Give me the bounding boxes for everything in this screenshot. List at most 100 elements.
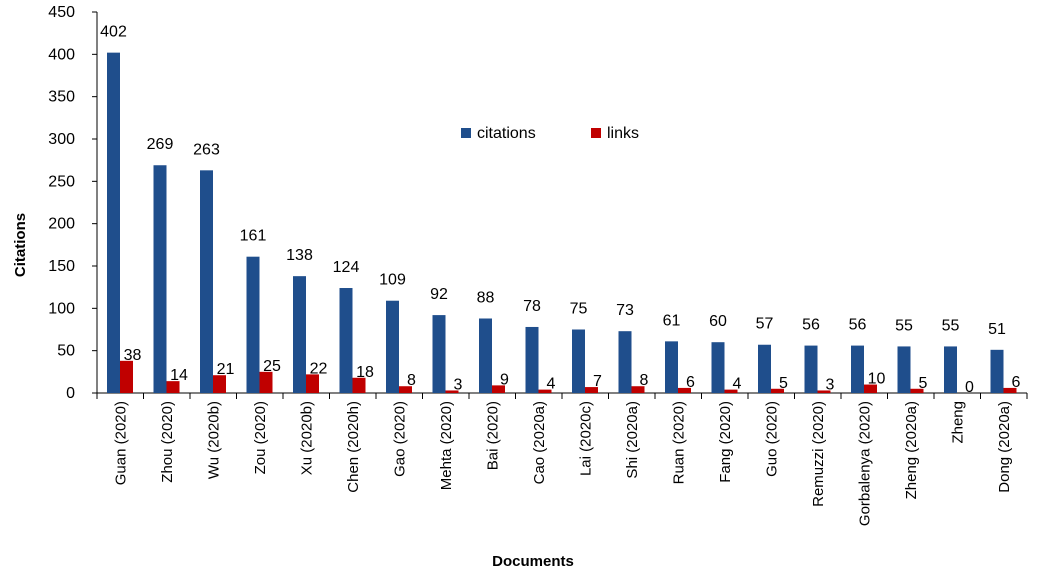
bar-citations [851,345,864,393]
bar-links [492,385,505,393]
data-label-links: 38 [124,347,142,364]
data-label-citations: 88 [477,289,495,306]
bar-citations [990,349,1004,393]
data-label-citations: 55 [895,317,913,334]
x-category-label: Zhou (2020) [159,401,176,483]
x-axis: Guan (2020) Zhou (2020) Wu (2020b) Zou (202… [96,392,1028,526]
data-label-citations: 263 [193,141,220,158]
legend-swatch-citations [461,128,471,138]
x-category-label: Zheng (2020a) [903,401,920,499]
bar-links [724,389,738,393]
y-tick-label: 100 [48,300,75,317]
bar-citations [200,170,213,393]
data-label-citations: 78 [523,298,541,315]
bar-citations [944,346,957,393]
y-tick-label: 50 [57,343,75,360]
data-label-links: 22 [310,360,328,377]
bar-links [445,390,459,393]
data-label-links: 6 [686,374,695,391]
data-labels: 4023826914263211612513822124181098923889… [100,24,1020,396]
legend-label-citations: citations [477,125,536,142]
data-label-links: 0 [965,379,974,396]
bar-links [538,389,552,393]
bar-citations [758,344,771,393]
data-label-citations: 161 [240,228,267,245]
data-label-citations: 51 [988,321,1006,338]
bar-citations [897,346,911,393]
bar-citations [572,329,585,393]
data-label-citations: 402 [100,24,127,41]
bar-citations [153,165,167,393]
bar-citations [804,345,818,393]
bar-links [817,390,831,393]
data-label-links: 14 [170,367,188,384]
y-axis-title: Citations [12,213,29,277]
data-label-citations: 60 [709,313,727,330]
x-category-label: Ruan (2020) [670,401,687,484]
bar-links [864,384,877,393]
x-category-label: Shi (2020a) [624,401,641,479]
y-tick-label: 350 [48,89,75,106]
legend-swatch-links [591,128,601,138]
bar-citations [711,342,725,393]
bar-links [771,388,784,393]
data-label-citations: 73 [616,302,634,319]
data-label-citations: 138 [286,247,313,264]
x-category-label: Guo (2020) [763,401,780,477]
x-category-label: Fang (2020) [717,401,734,483]
y-tick-label: 0 [66,385,75,402]
data-label-citations: 55 [942,317,960,334]
bar-citations [107,52,120,393]
bar-links [213,375,226,393]
data-label-citations: 61 [663,312,681,329]
x-category-label: Bai (2020) [484,401,501,470]
bar-citations [246,256,260,393]
legend-label-links: links [607,125,639,142]
x-axis-title: Documents [492,553,574,570]
data-label-links: 8 [640,372,649,389]
y-tick-label: 200 [48,216,75,233]
data-label-citations: 92 [430,286,448,303]
bar-links [631,386,645,393]
bar-citations [339,288,353,393]
y-tick-label: 250 [48,173,75,190]
x-category-label: Dong (2020a) [996,401,1013,493]
bar-citations [432,315,446,393]
x-category-label: Lai (2020c) [577,401,594,476]
bar-citations [479,318,492,393]
bar-citations [618,331,632,393]
data-label-links: 5 [779,375,788,392]
bars [107,52,1017,393]
bar-links [352,377,366,393]
x-category-label: Wu (2020b) [205,401,222,479]
bar-links [166,381,180,393]
bar-links [585,387,598,393]
data-label-links: 3 [454,376,463,393]
data-label-links: 10 [868,371,886,388]
x-category-label: Guan (2020) [112,401,129,485]
bar-links [259,371,273,393]
data-label-links: 3 [826,376,835,393]
y-tick-label: 400 [48,46,75,63]
data-label-citations: 57 [756,316,774,333]
bar-citations [665,341,678,393]
data-label-links: 8 [407,372,416,389]
data-label-citations: 56 [849,317,867,334]
bar-links [1003,387,1017,393]
data-label-links: 7 [593,373,602,390]
legend: citations links [461,125,639,142]
data-label-links: 4 [547,376,556,393]
data-label-citations: 56 [802,317,820,334]
bar-citations [293,276,306,393]
data-label-links: 5 [919,375,928,392]
bar-links [399,386,412,393]
data-label-links: 4 [733,376,742,393]
x-category-label: Mehta (2020) [438,401,455,490]
x-category-label: Chen (2020h) [345,401,362,493]
bar-links [910,388,924,393]
data-label-citations: 75 [570,301,588,318]
y-tick-label: 450 [48,4,75,21]
data-label-links: 9 [500,371,509,388]
x-category-label: Gao (2020) [391,401,408,477]
